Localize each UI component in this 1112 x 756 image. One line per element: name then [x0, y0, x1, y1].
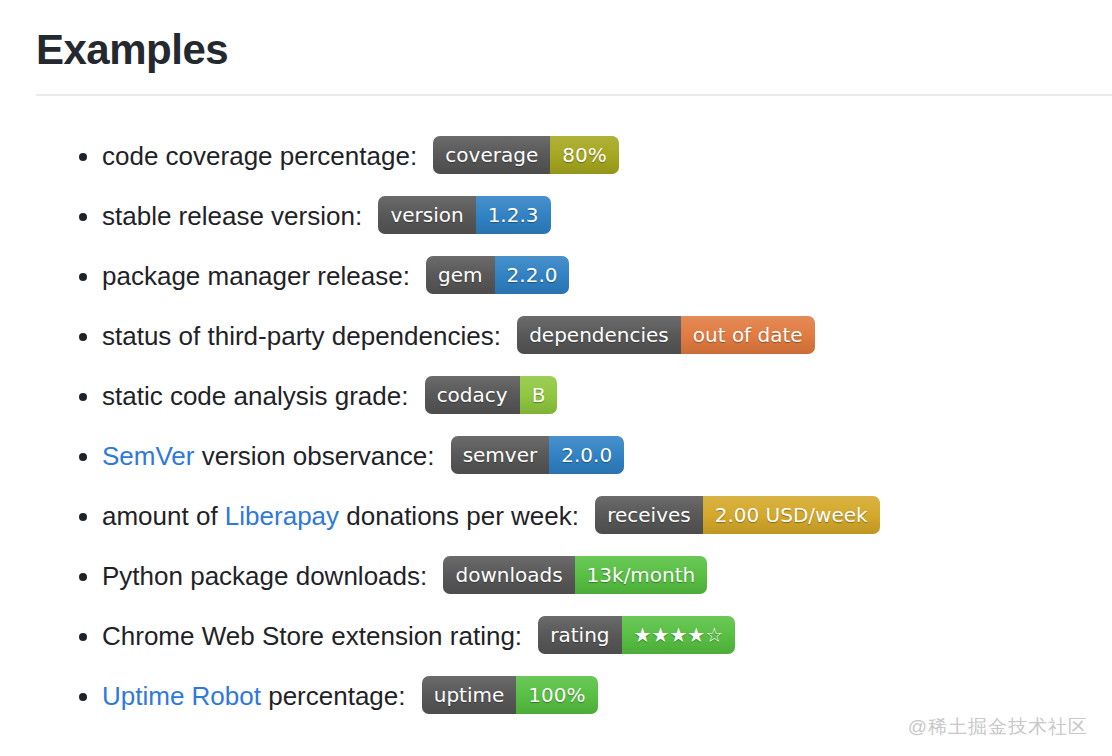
badge-label: semver [451, 436, 550, 474]
badge-value: ★★★★☆ [622, 616, 736, 654]
list-item: SemVer version observance: semver2.0.0 [102, 426, 1112, 486]
item-text: status of third-party dependencies: [102, 321, 508, 351]
badge-value: 13k/month [575, 556, 708, 594]
badge-value: 1.2.3 [476, 196, 551, 234]
list-item: Python package downloads: downloads13k/m… [102, 546, 1112, 606]
item-text: amount of [102, 501, 225, 531]
badge-label: dependencies [517, 316, 681, 354]
watermark: @稀土掘金技术社区 [908, 714, 1088, 740]
item-text: static code analysis grade: [102, 381, 416, 411]
badge-value: 2.00 USD/week [703, 496, 880, 534]
badge-value: 80% [550, 136, 618, 174]
inline-link[interactable]: Uptime Robot [102, 681, 261, 711]
badge-uptime: uptime100% [422, 676, 598, 714]
badge-label: coverage [433, 136, 550, 174]
badge-gem: gem2.2.0 [426, 256, 569, 294]
list-item: static code analysis grade: codacyB [102, 366, 1112, 426]
badge-coverage: coverage80% [433, 136, 618, 174]
page-content: Examples code coverage percentage: cover… [0, 26, 1112, 726]
examples-list: code coverage percentage: coverage80%sta… [36, 126, 1112, 726]
list-item: stable release version: version1.2.3 [102, 186, 1112, 246]
badge-version: version1.2.3 [378, 196, 550, 234]
badge-dependencies: dependenciesout of date [517, 316, 814, 354]
badge-label: codacy [425, 376, 520, 414]
badge-value: 2.2.0 [495, 256, 570, 294]
badge-value: out of date [681, 316, 815, 354]
list-item: code coverage percentage: coverage80% [102, 126, 1112, 186]
list-item: status of third-party dependencies: depe… [102, 306, 1112, 366]
badge-value: 100% [516, 676, 597, 714]
item-text: percentage: [261, 681, 413, 711]
badge-label: rating [538, 616, 621, 654]
list-item: package manager release: gem2.2.0 [102, 246, 1112, 306]
badge-rating: rating★★★★☆ [538, 616, 735, 654]
item-text: code coverage percentage: [102, 141, 424, 171]
badge-receives: receives2.00 USD/week [595, 496, 879, 534]
item-text: donations per week: [339, 501, 586, 531]
item-text: Python package downloads: [102, 561, 434, 591]
list-item: amount of Liberapay donations per week: … [102, 486, 1112, 546]
badge-value: B [520, 376, 558, 414]
badge-semver: semver2.0.0 [451, 436, 624, 474]
badge-label: gem [426, 256, 494, 294]
item-text: version observance: [195, 441, 442, 471]
page-title: Examples [36, 26, 1112, 74]
inline-link[interactable]: Liberapay [225, 501, 339, 531]
item-text: stable release version: [102, 201, 369, 231]
item-text: Chrome Web Store extension rating: [102, 621, 529, 651]
badge-value: 2.0.0 [549, 436, 624, 474]
badge-label: downloads [443, 556, 574, 594]
inline-link[interactable]: SemVer [102, 441, 195, 471]
badge-downloads: downloads13k/month [443, 556, 707, 594]
badge-label: receives [595, 496, 703, 534]
heading-divider [36, 94, 1112, 96]
badge-label: version [378, 196, 475, 234]
item-text: package manager release: [102, 261, 417, 291]
list-item: Chrome Web Store extension rating: ratin… [102, 606, 1112, 666]
badge-label: uptime [422, 676, 517, 714]
badge-codacy: codacyB [425, 376, 558, 414]
